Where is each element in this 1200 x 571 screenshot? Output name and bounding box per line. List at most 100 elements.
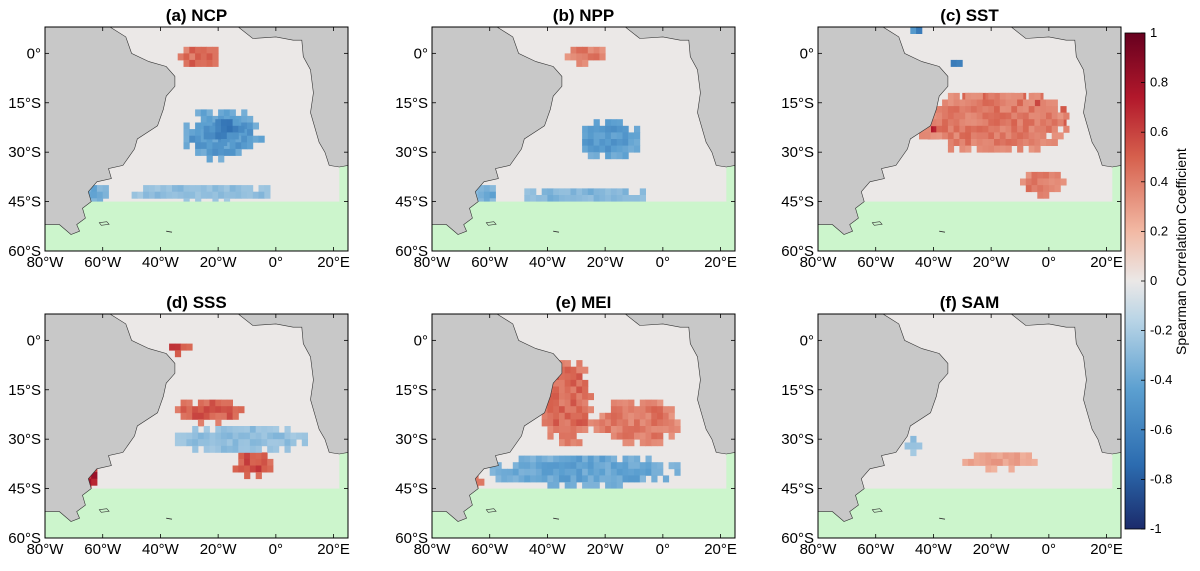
correlation-cell (195, 129, 202, 137)
correlation-cell (1063, 112, 1070, 120)
correlation-cell (570, 439, 577, 447)
correlation-cell (988, 139, 995, 146)
correlation-cell (965, 106, 972, 114)
y-tick-label: 0° (800, 45, 814, 62)
correlation-cell (186, 439, 193, 447)
correlation-cell (994, 139, 1001, 146)
correlation-cell (209, 412, 216, 420)
outside-domain-east (726, 452, 735, 489)
correlation-cell (570, 188, 577, 196)
correlation-cell (1040, 132, 1047, 140)
correlation-cell (634, 419, 641, 427)
x-tick-label: 20°W (973, 541, 1011, 558)
correlation-cell (657, 406, 664, 414)
correlation-cell (195, 109, 202, 117)
correlation-cell (947, 112, 955, 120)
correlation-cell (628, 439, 635, 447)
correlation-cell (1028, 112, 1035, 120)
correlation-cell (639, 188, 646, 196)
correlation-cell (547, 475, 554, 483)
correlation-cell (1037, 171, 1044, 179)
x-tick-label: 0° (269, 254, 283, 271)
correlation-cell (564, 455, 571, 463)
correlation-cell (226, 132, 233, 140)
x-tick-label: 60°W (84, 541, 122, 558)
correlation-cell (1031, 171, 1038, 179)
correlation-cell (223, 185, 231, 193)
correlation-cell (965, 145, 972, 153)
correlation-cell (1034, 106, 1041, 114)
correlation-cell (559, 386, 566, 394)
correlation-cell (192, 445, 199, 453)
correlation-cell (593, 53, 600, 61)
correlation-cell (610, 419, 618, 427)
correlation-cell (195, 59, 202, 67)
correlation-cell (264, 191, 271, 199)
correlation-cell (267, 439, 274, 447)
correlation-cell (229, 109, 236, 117)
correlation-cell (1040, 125, 1047, 133)
correlation-cell (209, 399, 216, 407)
correlation-cell (628, 462, 635, 470)
x-tick-label: 60°W (857, 541, 895, 558)
colorbar: 1 0.8 0.6 0.4 0.2 0 -0.2 -0.4 -0.6 -0.8 -1 Spearma… (1124, 25, 1189, 536)
correlation-cell (215, 426, 222, 433)
correlation-cell (232, 445, 239, 453)
correlation-cell (959, 112, 966, 120)
correlation-cell (559, 419, 566, 427)
correlation-cell (1040, 112, 1047, 120)
south-america-land (818, 314, 949, 522)
correlation-cell (518, 475, 525, 483)
correlation-cell (576, 462, 583, 470)
correlation-cell (1031, 185, 1038, 193)
south-georgia-island (166, 517, 173, 520)
falkland-islands (871, 508, 883, 513)
correlation-cell (639, 406, 646, 414)
y-tick-label: 45°S (395, 194, 428, 211)
y-tick-label: 60°S (8, 243, 41, 260)
correlation-cell (1022, 119, 1030, 127)
correlation-cell (238, 406, 245, 414)
correlation-cell (530, 188, 537, 196)
correlation-cell (999, 112, 1006, 120)
correlation-cell (605, 468, 612, 476)
correlation-cell (605, 195, 612, 202)
x-tick-label: 40°W (529, 541, 567, 558)
correlation-cell (1043, 191, 1050, 199)
correlation-cell (622, 406, 629, 414)
y-tick-label: 45°S (781, 481, 814, 498)
correlation-cell (1046, 119, 1053, 127)
correlation-cell (1011, 99, 1018, 107)
correlation-cell (252, 122, 259, 130)
correlation-cell (535, 468, 543, 476)
map-frame (44, 26, 349, 252)
correlation-cell (564, 373, 571, 381)
correlation-cell (593, 455, 600, 463)
correlation-cell (215, 399, 222, 407)
x-tick-label: 20°W (200, 541, 238, 558)
correlation-cell (290, 432, 297, 440)
correlation-cell (261, 465, 268, 473)
correlation-cell (634, 412, 641, 420)
correlation-cell (547, 406, 554, 414)
correlation-cell (674, 462, 681, 470)
correlation-cell (226, 432, 233, 440)
correlation-cell (582, 406, 589, 414)
correlation-cell (976, 92, 983, 100)
correlation-cell (605, 426, 612, 433)
correlation-cell (478, 478, 485, 486)
correlation-cell (622, 188, 629, 196)
correlation-cell (221, 412, 228, 420)
correlation-cell (622, 399, 629, 407)
correlation-cell (970, 99, 978, 107)
correlation-cell (657, 426, 664, 433)
correlation-cell (564, 188, 571, 196)
correlation-cell (241, 135, 248, 143)
correlation-cell (628, 419, 635, 427)
correlation-cell (1057, 119, 1064, 127)
correlation-cell (628, 145, 635, 153)
correlation-cell (547, 399, 554, 407)
correlation-cell (576, 399, 583, 407)
correlation-cell (593, 482, 600, 489)
correlation-cell (197, 399, 205, 407)
